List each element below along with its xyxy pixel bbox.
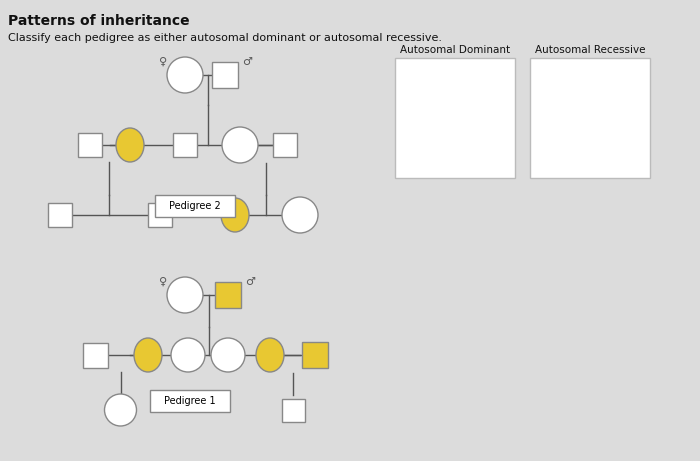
Ellipse shape (116, 128, 144, 162)
Ellipse shape (221, 198, 249, 232)
Bar (150, 390, 230, 412)
Circle shape (171, 338, 205, 372)
Text: ♀: ♀ (159, 57, 167, 67)
Text: ♀: ♀ (159, 277, 167, 287)
Text: Pedigree 1: Pedigree 1 (164, 396, 216, 406)
Text: Patterns of inheritance: Patterns of inheritance (8, 14, 190, 28)
Circle shape (282, 197, 318, 233)
Text: Autosomal Dominant: Autosomal Dominant (400, 45, 510, 55)
Bar (530, 58, 650, 178)
Bar (173, 133, 197, 157)
Circle shape (167, 57, 203, 93)
Ellipse shape (134, 338, 162, 372)
Circle shape (211, 338, 245, 372)
Bar (281, 398, 304, 421)
Circle shape (167, 277, 203, 313)
Bar (155, 195, 235, 217)
Bar (215, 282, 241, 308)
Text: Autosomal Recessive: Autosomal Recessive (535, 45, 645, 55)
Text: ♂: ♂ (242, 57, 252, 67)
Bar (78, 133, 102, 157)
Circle shape (104, 394, 136, 426)
Bar (83, 343, 108, 367)
Bar (212, 62, 238, 88)
Bar (302, 342, 328, 368)
Circle shape (222, 127, 258, 163)
Bar (395, 58, 515, 178)
Bar (273, 133, 297, 157)
Text: Classify each pedigree as either autosomal dominant or autosomal recessive.: Classify each pedigree as either autosom… (8, 33, 442, 43)
Bar (148, 203, 172, 227)
Bar (48, 203, 72, 227)
Text: Pedigree 2: Pedigree 2 (169, 201, 221, 211)
Text: ♂: ♂ (245, 277, 255, 287)
Ellipse shape (256, 338, 284, 372)
